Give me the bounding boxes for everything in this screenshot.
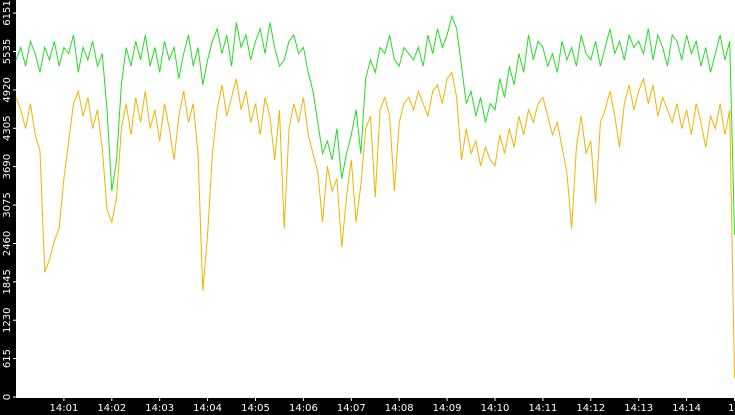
x-tick-label: 14:05: [241, 403, 270, 414]
x-tick-label: 14:08: [385, 403, 414, 414]
y-tick-label: 6151: [2, 0, 13, 25]
x-tick-label: 14:09: [433, 403, 462, 414]
x-tick-label: 14:06: [289, 403, 318, 414]
y-tick-label: 0: [2, 394, 13, 400]
y-tick-label: 4920: [2, 77, 13, 102]
x-tick-label: 14:12: [576, 403, 605, 414]
series-line: [15, 14, 735, 235]
series-line: [15, 71, 735, 379]
y-tick-label: 3690: [2, 154, 13, 179]
x-tick-label: 14:04: [193, 403, 222, 414]
y-tick-label: 1230: [2, 307, 13, 332]
x-tick-label: 14:13: [624, 403, 653, 414]
x-axis-band: [0, 398, 735, 415]
x-tick-label: 14:14: [672, 403, 701, 414]
x-tick-label: 14:07: [337, 403, 366, 414]
y-tick-label: 2460: [2, 231, 13, 256]
x-tick-label: 14: [728, 403, 735, 414]
plot-area: [15, 14, 735, 379]
y-tick-label: 5535: [2, 39, 13, 64]
x-tick-label: 14:03: [145, 403, 174, 414]
x-tick-label: 14:10: [481, 403, 510, 414]
y-axis-band: [0, 0, 16, 415]
x-tick-label: 14:02: [97, 403, 126, 414]
x-tick-label: 14:11: [528, 403, 557, 414]
y-tick-label: 4305: [2, 116, 13, 141]
y-tick-label: 615: [2, 349, 13, 368]
x-tick-label: 14:01: [49, 403, 78, 414]
y-tick-label: 3075: [2, 192, 13, 217]
y-tick-label: 1845: [2, 269, 13, 294]
